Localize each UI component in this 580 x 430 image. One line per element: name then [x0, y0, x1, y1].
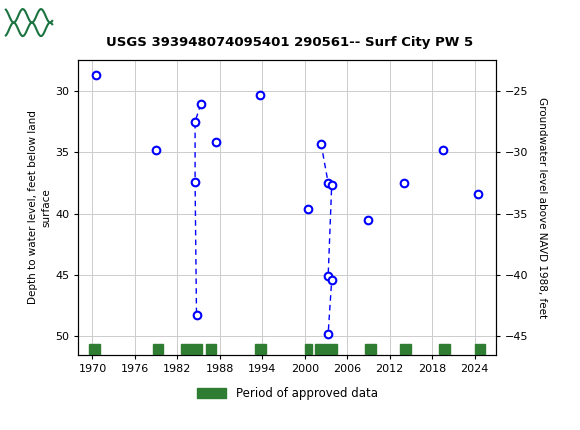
Legend: Period of approved data: Period of approved data — [192, 382, 382, 405]
Bar — [181, 344, 202, 353]
Y-axis label: Depth to water level, feet below land
surface: Depth to water level, feet below land su… — [28, 111, 51, 304]
Bar — [316, 344, 336, 353]
Bar — [400, 344, 411, 353]
Bar — [474, 344, 485, 353]
Bar — [439, 344, 450, 353]
Text: USGS: USGS — [58, 12, 109, 31]
Y-axis label: Groundwater level above NAVD 1988, feet: Groundwater level above NAVD 1988, feet — [536, 97, 547, 318]
Bar — [255, 344, 266, 353]
Bar — [206, 344, 216, 353]
Bar — [89, 344, 100, 353]
Bar — [305, 344, 312, 353]
Text: USGS 393948074095401 290561-- Surf City PW 5: USGS 393948074095401 290561-- Surf City … — [107, 37, 473, 49]
Bar — [153, 344, 163, 353]
FancyBboxPatch shape — [5, 6, 54, 40]
Bar — [365, 344, 376, 353]
